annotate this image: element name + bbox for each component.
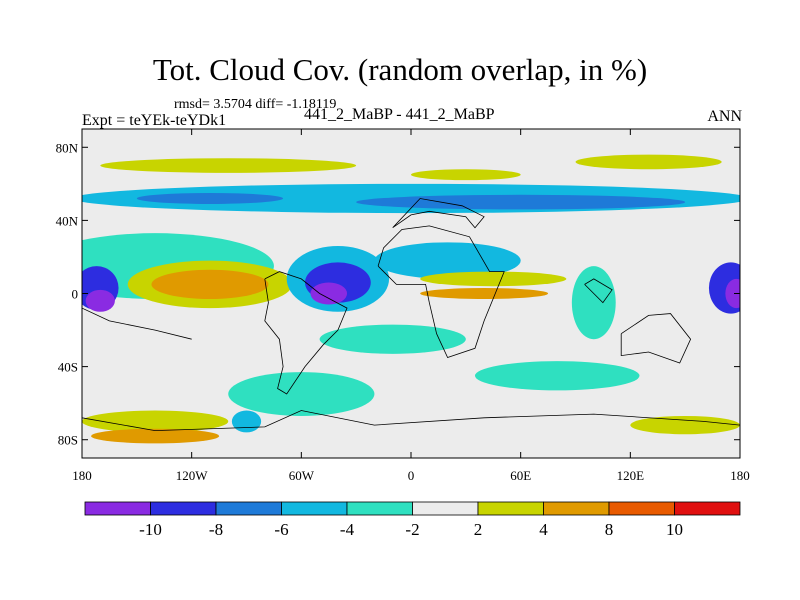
- colorbar-label-1: -8: [209, 520, 223, 539]
- contour-region-26: [231, 410, 262, 433]
- contour-region-5: [136, 192, 284, 204]
- chart-title: Tot. Cloud Cov. (random overlap, in %): [152, 52, 648, 87]
- contour-region-20: [725, 278, 740, 309]
- x-tick-label-2: 60W: [289, 468, 315, 483]
- colorbar-label-3: -4: [340, 520, 355, 539]
- colorbar-box-9: [674, 501, 741, 516]
- contour-region-13: [310, 282, 348, 305]
- contour-region-15: [420, 271, 567, 287]
- colorbar-box-7: [543, 501, 610, 516]
- colorbar-label-2: -6: [274, 520, 288, 539]
- colorbar-box-4: [346, 501, 413, 516]
- coastline-4: [584, 278, 613, 304]
- contour-region-22: [474, 361, 640, 391]
- contour-region-4: [356, 194, 686, 210]
- x-tick-label-0: 180: [72, 468, 92, 483]
- contour-region-8: [85, 289, 115, 312]
- x-tick-label-6: 180: [730, 468, 750, 483]
- colorbar-label-8: 10: [666, 520, 683, 539]
- contour-region-24: [91, 428, 220, 444]
- stats-label: rmsd= 3.5704 diff= -1.18119: [174, 97, 337, 112]
- coastline-3: [620, 313, 692, 364]
- colorbar-box-1: [150, 501, 217, 516]
- x-tick-label-1: 120W: [176, 468, 209, 483]
- case-label: 441_2_MaBP - 441_2_MaBP: [304, 106, 495, 123]
- colorbar-box-5: [412, 501, 479, 516]
- colorbar-label-4: -2: [405, 520, 419, 539]
- colorbar-box-2: [215, 501, 282, 516]
- coastline-0: [264, 271, 348, 395]
- x-tick-label-3: 0: [408, 468, 415, 483]
- contour-region-23: [82, 410, 229, 433]
- axes: 180 120W 60W 0 60E 120E 180 80N 40N 0 40S 80S: [56, 129, 750, 483]
- season-label: ANN: [707, 108, 742, 125]
- contour-region-21: [228, 372, 375, 416]
- coastlines: [82, 198, 740, 432]
- coastline-1: [377, 225, 505, 358]
- contour-region-0: [100, 158, 357, 173]
- colorbar-label-0: -10: [139, 520, 162, 539]
- y-tick-label-1: 40N: [56, 213, 79, 228]
- coastline-2: [392, 198, 485, 229]
- contour-region-17: [319, 324, 466, 354]
- colorbar: -10 -8 -6 -4 -2 2 4 8 10: [84, 501, 741, 539]
- x-tick-label-4: 60E: [510, 468, 531, 483]
- coastline-5: [82, 410, 740, 432]
- contour-region-16: [420, 288, 549, 299]
- colorbar-label-6: 4: [539, 520, 548, 539]
- y-tick-label-4: 80S: [58, 433, 78, 448]
- contour-region-18: [571, 266, 616, 340]
- colorbar-label-7: 8: [605, 520, 614, 539]
- colorbar-label-5: 2: [474, 520, 483, 539]
- contour-region-14: [374, 242, 521, 279]
- contour-region-10: [151, 269, 269, 299]
- colorbar-box-3: [281, 501, 348, 516]
- colorbar-box-8: [608, 501, 675, 516]
- contour-fills: [82, 154, 740, 444]
- colorbar-box-6: [477, 501, 544, 516]
- y-tick-label-3: 40S: [58, 360, 78, 375]
- experiment-label: Expt = teYEk-teYDk1: [82, 112, 227, 129]
- y-tick-label-2: 0: [72, 287, 79, 302]
- colorbar-box-0: [84, 501, 151, 516]
- contour-region-1: [575, 154, 722, 170]
- contour-region-2: [411, 169, 521, 181]
- contour-region-25: [630, 415, 740, 435]
- x-tick-label-5: 120E: [617, 468, 645, 483]
- y-tick-label-0: 80N: [56, 140, 79, 155]
- coastline-6: [82, 307, 192, 340]
